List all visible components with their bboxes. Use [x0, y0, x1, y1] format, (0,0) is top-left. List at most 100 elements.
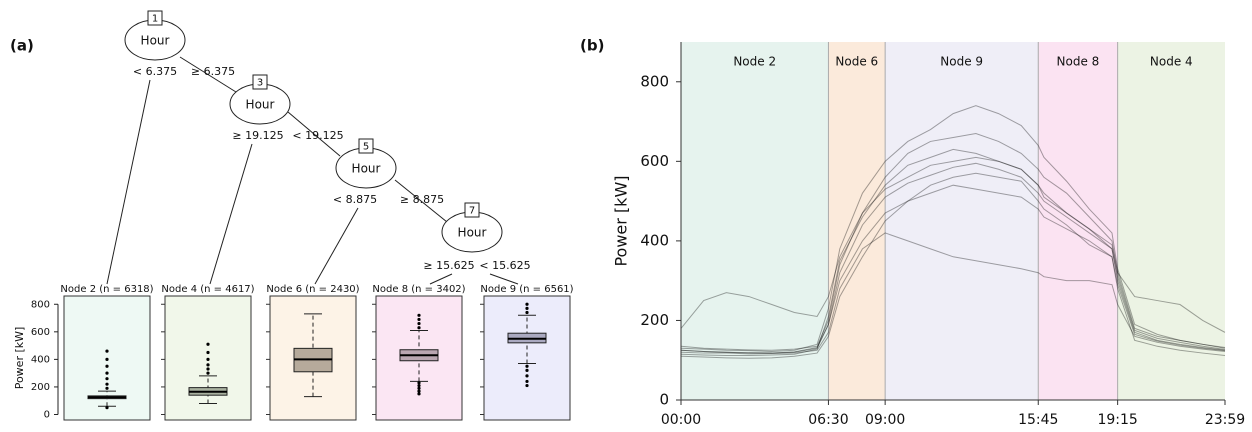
- node-id: 5: [363, 142, 369, 153]
- edge-label: ≥ 6.375: [191, 65, 235, 78]
- y-tick-label: 400: [640, 231, 669, 249]
- y-tick-label: 200: [31, 382, 50, 393]
- outlier: [525, 302, 529, 306]
- power-trace: [680, 105, 1226, 352]
- outlier: [105, 371, 109, 375]
- y-tick-label: 400: [31, 354, 50, 365]
- outlier: [206, 357, 210, 361]
- edge-label: < 8.875: [333, 193, 377, 206]
- outlier: [417, 381, 421, 385]
- tree-edge: [314, 207, 359, 285]
- outlier: [105, 357, 109, 361]
- region-label: Node 9: [940, 55, 983, 69]
- x-tick-label: 00:00: [661, 412, 701, 428]
- outlier: [417, 389, 421, 393]
- power-trace: [680, 172, 1226, 359]
- outlier: [105, 406, 109, 410]
- y-tick-label: 600: [31, 327, 50, 338]
- outlier: [417, 386, 421, 390]
- tree-edge: [209, 143, 253, 285]
- edge-label: ≥ 19.125: [232, 129, 283, 142]
- panel-label: (b): [580, 37, 604, 55]
- outlier: [525, 379, 529, 384]
- outlier: [525, 374, 529, 378]
- outlier: [105, 377, 109, 381]
- y-axis-label: Power [kW]: [13, 327, 26, 390]
- power-trace: [680, 232, 1226, 355]
- outlier: [525, 364, 529, 368]
- region: [885, 42, 1039, 400]
- region-label: Node 2: [733, 55, 776, 69]
- tree-edge: [394, 179, 448, 223]
- y-tick-label: 0: [44, 409, 50, 420]
- node-id: 3: [257, 78, 263, 89]
- node-id-box: [358, 138, 374, 154]
- outlier: [417, 392, 421, 396]
- region-label: Node 4: [1150, 55, 1193, 69]
- x-tick-label: 15:45: [1018, 412, 1058, 428]
- x-tick-label: 23:59: [1205, 412, 1245, 428]
- edge-label: ≥ 15.625: [423, 259, 474, 272]
- node-label: Hour: [246, 98, 275, 112]
- node-label: Hour: [352, 162, 381, 176]
- node-label: Hour: [141, 34, 170, 48]
- box-title: Node 4 (n = 4617): [161, 284, 254, 295]
- outlier: [525, 310, 529, 315]
- y-tick-label: 200: [640, 311, 669, 329]
- x-tick-label: 19:15: [1097, 412, 1137, 428]
- node-id-box: [147, 10, 163, 26]
- outlier: [206, 342, 210, 346]
- outlier: [417, 326, 421, 330]
- box-panel: [164, 295, 252, 421]
- node-id: 7: [469, 206, 475, 217]
- y-tick-label: 800: [640, 72, 669, 90]
- outlier: [206, 371, 210, 375]
- outlier: [417, 317, 421, 322]
- power-trace: [680, 184, 1226, 354]
- outlier: [417, 313, 421, 317]
- outlier: [525, 306, 529, 310]
- power-trace: [680, 132, 1226, 351]
- region: [1038, 42, 1118, 400]
- outlier: [105, 386, 109, 390]
- outlier: [105, 349, 109, 353]
- box-title: Node 8 (n = 3402): [372, 284, 465, 295]
- y-axis-label: Power [kW]: [612, 175, 631, 266]
- region: [1117, 42, 1225, 400]
- node-id: 1: [152, 14, 158, 25]
- box-title: Node 2 (n = 6318): [60, 284, 153, 295]
- outlier: [417, 321, 421, 326]
- power-trace: [680, 148, 1226, 356]
- node-label: Hour: [458, 226, 487, 240]
- tree-edge: [106, 79, 151, 285]
- outlier: [105, 382, 109, 386]
- box-title: Node 6 (n = 2430): [266, 284, 359, 295]
- tree-edge: [489, 273, 519, 285]
- edge-label: < 15.625: [479, 259, 530, 272]
- box-panel: [483, 295, 571, 421]
- region: [828, 42, 886, 400]
- tree-edge: [429, 273, 453, 285]
- box-title: Node 9 (n = 6561): [480, 284, 573, 295]
- outlier: [105, 364, 109, 368]
- node-id-box: [252, 74, 268, 90]
- outlier: [525, 368, 529, 372]
- tree-edge: [287, 111, 341, 157]
- outlier: [417, 383, 421, 388]
- edge-label: ≥ 8.875: [400, 193, 444, 206]
- power-trace: [680, 156, 1226, 333]
- edge-label: < 19.125: [292, 129, 343, 142]
- outlier: [525, 383, 529, 388]
- outlier: [206, 350, 210, 355]
- region-label: Node 6: [835, 55, 878, 69]
- outlier: [206, 363, 210, 367]
- panel-label: (a): [10, 37, 34, 55]
- tree-edge: [179, 56, 237, 93]
- region-label: Node 8: [1057, 55, 1100, 69]
- y-tick-label: 800: [31, 299, 50, 310]
- region: [681, 42, 829, 400]
- x-tick-label: 06:30: [808, 412, 848, 428]
- x-tick-label: 09:00: [865, 412, 905, 428]
- power-trace: [680, 162, 1226, 354]
